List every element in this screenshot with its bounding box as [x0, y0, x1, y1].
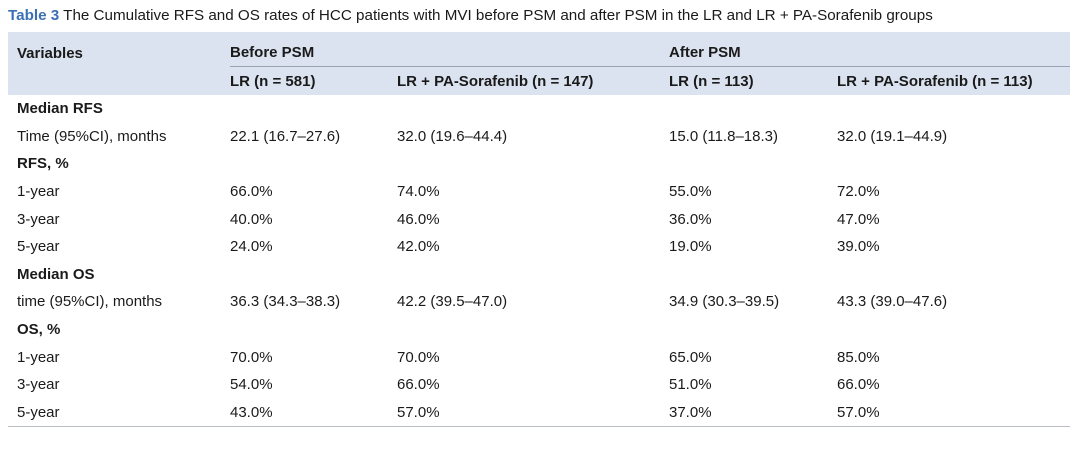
cell-after-lr: 37.0%: [669, 398, 837, 428]
section-row: RFS, %: [8, 150, 1070, 178]
cell-after-lr: [669, 316, 837, 344]
cell-before-lr: 24.0%: [230, 238, 273, 256]
section-label: Median OS: [17, 265, 95, 283]
header-variables: Variables: [8, 32, 230, 67]
cell-before-lr-pa-sorafenib: 42.0%: [397, 238, 440, 256]
cell-after-lr: [669, 261, 837, 289]
cell-after-lr-pa-sorafenib: 57.0%: [837, 398, 1070, 428]
cell-before-lr: 54.0%: [230, 376, 273, 394]
section-row: OS, %: [8, 316, 1070, 344]
cell-after-lr: [669, 95, 837, 123]
cell-before-lr: 36.3 (34.3–38.3): [230, 293, 341, 311]
cell-after-lr-pa-sorafenib: 85.0%: [837, 348, 880, 366]
header-before-lr: LR (n = 581): [230, 66, 397, 95]
table-row: 3-year 54.0% 66.0% 51.0% 66.0%: [8, 371, 1070, 399]
cell-before-lr-pa-sorafenib: 66.0%: [397, 376, 440, 394]
cell-after-lr: 36.0%: [669, 210, 712, 228]
cell-after-lr-pa-sorafenib: 72.0%: [837, 183, 880, 201]
row-label: 5-year: [8, 398, 230, 428]
cell-after-lr-pa-sorafenib: [837, 261, 1070, 289]
cell-after-lr-pa-sorafenib: 32.0 (19.1–44.9): [837, 127, 948, 145]
cell-after-lr-pa-sorafenib: 43.3 (39.0–47.6): [837, 293, 948, 311]
cell-after-lr: [669, 150, 837, 178]
header-after-lr-pa-sorafenib: LR + PA-Sorafenib (n = 113): [837, 66, 1070, 95]
section-label: Median RFS: [17, 100, 103, 118]
table-row: 1-year 70.0% 70.0% 65.0% 85.0%: [8, 343, 1070, 371]
cell-after-lr: 15.0 (11.8–18.3): [669, 127, 778, 145]
cell-before-lr: [230, 261, 397, 289]
section-label: OS, %: [17, 321, 61, 339]
header-after-psm: After PSM: [669, 32, 1070, 67]
cell-before-lr: 70.0%: [230, 348, 273, 366]
row-label: Time (95%CI), months: [17, 127, 167, 145]
cell-after-lr-pa-sorafenib: 47.0%: [837, 210, 880, 228]
cell-before-lr: [230, 316, 397, 344]
table-row: 3-year 40.0% 46.0% 36.0% 47.0%: [8, 205, 1070, 233]
cell-before-lr-pa-sorafenib: [397, 150, 669, 178]
cell-after-lr: 51.0%: [669, 376, 712, 394]
cell-before-lr-pa-sorafenib: 42.2 (39.5–47.0): [397, 293, 508, 311]
cell-after-lr: 34.9 (30.3–39.5): [669, 293, 780, 311]
table-row: 1-year 66.0% 74.0% 55.0% 72.0%: [8, 178, 1070, 206]
header-row-groups: Variables Before PSM After PSM: [8, 32, 1070, 67]
row-label: time (95%CI), months: [17, 293, 163, 311]
row-label: 1-year: [17, 183, 60, 201]
header-before-psm: Before PSM: [230, 32, 669, 67]
cell-after-lr-pa-sorafenib: [837, 316, 1070, 344]
table-body: Median RFS Time (95%CI), months 22.1 (16.7…: [8, 95, 1070, 428]
cell-before-lr: 43.0%: [230, 398, 397, 428]
header-before-lr-pa-sorafenib: LR + PA-Sorafenib (n = 147): [397, 66, 669, 95]
cell-before-lr-pa-sorafenib: 74.0%: [397, 183, 440, 201]
cell-before-lr: [230, 95, 397, 123]
table-row: 5-year 43.0% 57.0% 37.0% 57.0%: [8, 398, 1070, 428]
section-row: Median RFS: [8, 95, 1070, 123]
row-label: 3-year: [17, 376, 60, 394]
cell-before-lr: 22.1 (16.7–27.6): [230, 127, 341, 145]
cell-after-lr-pa-sorafenib: 39.0%: [837, 238, 880, 256]
section-row: Median OS: [8, 261, 1070, 289]
cell-before-lr-pa-sorafenib: 70.0%: [397, 348, 440, 366]
cell-after-lr: 55.0%: [669, 183, 712, 201]
row-label: 5-year: [17, 238, 60, 256]
cell-before-lr-pa-sorafenib: [397, 95, 669, 123]
header-blank: [8, 66, 230, 95]
table-row: 5-year 24.0% 42.0% 19.0% 39.0%: [8, 233, 1070, 261]
cell-after-lr-pa-sorafenib: 66.0%: [837, 376, 880, 394]
cell-after-lr: 65.0%: [669, 348, 712, 366]
cell-after-lr-pa-sorafenib: [837, 150, 1070, 178]
table-row: Time (95%CI), months 22.1 (16.7–27.6) 32.0…: [8, 123, 1070, 151]
row-label: 1-year: [17, 348, 60, 366]
cell-before-lr: [230, 150, 397, 178]
header-row-subcolumns: LR (n = 581) LR + PA-Sorafenib (n = 147)…: [8, 66, 1070, 95]
cell-after-lr-pa-sorafenib: [837, 95, 1070, 123]
cell-before-lr-pa-sorafenib: 57.0%: [397, 398, 669, 428]
table-caption-text: The Cumulative RFS and OS rates of HCC p…: [63, 7, 933, 24]
table-caption-label: Table 3: [8, 7, 60, 24]
cell-before-lr-pa-sorafenib: 46.0%: [397, 210, 440, 228]
cell-before-lr-pa-sorafenib: 32.0 (19.6–44.4): [397, 127, 508, 145]
cell-before-lr-pa-sorafenib: [397, 316, 669, 344]
table-caption: Table 3 The Cumulative RFS and OS rates …: [8, 7, 933, 24]
row-label: 3-year: [17, 210, 60, 228]
header-after-lr: LR (n = 113): [669, 66, 837, 95]
table-row: time (95%CI), months 36.3 (34.3–38.3) 42.2…: [8, 288, 1070, 316]
cell-after-lr: 19.0%: [669, 238, 712, 256]
table-header: Variables Before PSM After PSM LR (n = 5…: [8, 32, 1070, 95]
cell-before-lr-pa-sorafenib: [397, 261, 669, 289]
section-label: RFS, %: [17, 155, 69, 173]
results-table: Variables Before PSM After PSM LR (n = 5…: [8, 32, 1070, 428]
cell-before-lr: 66.0%: [230, 183, 273, 201]
cell-before-lr: 40.0%: [230, 210, 273, 228]
